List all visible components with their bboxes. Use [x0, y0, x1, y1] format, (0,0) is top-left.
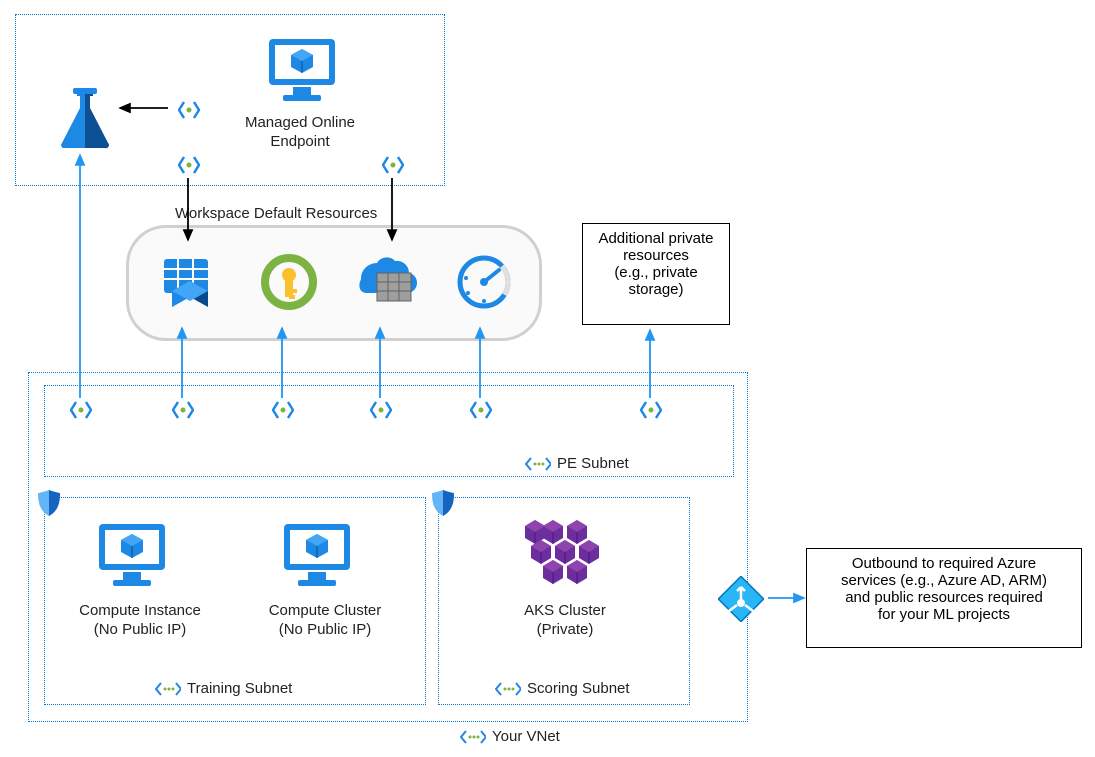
compute-instance-label: Compute Instance (No Public IP): [55, 602, 225, 640]
pe-subnet-tag: PE Subnet: [525, 455, 629, 472]
app-insights-icon: [455, 253, 513, 315]
scoring-subnet-tag: Scoring Subnet: [495, 680, 630, 697]
pe-icon-row-0: [70, 400, 92, 424]
priv-l1: Additional private: [589, 230, 723, 247]
nat-gateway-icon: [718, 576, 764, 626]
pe-icon-row-1: [172, 400, 194, 424]
pe-icon-row-2: [272, 400, 294, 424]
out-l3: and public resources required: [813, 589, 1075, 606]
shield-training-icon: [36, 488, 62, 522]
aks-cluster-icon: [525, 520, 605, 598]
priv-l4: storage): [589, 281, 723, 298]
container-registry-icon: [355, 253, 419, 315]
storage-icon: [160, 253, 218, 315]
outbound-box: Outbound to required Azure services (e.g…: [806, 548, 1082, 648]
pe-subnet-box: [44, 385, 734, 477]
managed-endpoint-monitor-icon: [265, 35, 339, 109]
subnet-glyph-icon: [155, 681, 181, 697]
out-l4: for your ML projects: [813, 606, 1075, 623]
pe-icon-top-2: [178, 155, 200, 179]
aks-label: AKS Cluster (Private): [500, 602, 630, 640]
keyvault-icon: [260, 253, 318, 315]
pe-icon-row-4: [470, 400, 492, 424]
priv-l3: (e.g., private: [589, 264, 723, 281]
training-subnet-tag: Training Subnet: [155, 680, 292, 697]
managed-endpoint-label: Managed Online Endpoint: [225, 114, 375, 152]
ml-workspace-icon: [55, 85, 115, 159]
compute-cluster-monitor-icon: [280, 520, 354, 594]
workspace-resources-label: Workspace Default Resources: [175, 205, 377, 224]
vnet-glyph-icon: [460, 729, 486, 745]
compute-cluster-label: Compute Cluster (No Public IP): [240, 602, 410, 640]
out-l1: Outbound to required Azure: [813, 555, 1075, 572]
additional-private-box: Additional private resources (e.g., priv…: [582, 223, 730, 325]
pe-icon-row-3: [370, 400, 392, 424]
shield-scoring-icon: [430, 488, 456, 522]
compute-instance-monitor-icon: [95, 520, 169, 594]
out-l2: services (e.g., Azure AD, ARM): [813, 572, 1075, 589]
pe-icon-top-1: [178, 100, 200, 124]
subnet-glyph-icon: [525, 456, 551, 472]
pe-icon-row-5: [640, 400, 662, 424]
priv-l2: resources: [589, 247, 723, 264]
pe-icon-top-3: [382, 155, 404, 179]
your-vnet-tag: Your VNet: [460, 728, 560, 745]
subnet-glyph-icon: [495, 681, 521, 697]
